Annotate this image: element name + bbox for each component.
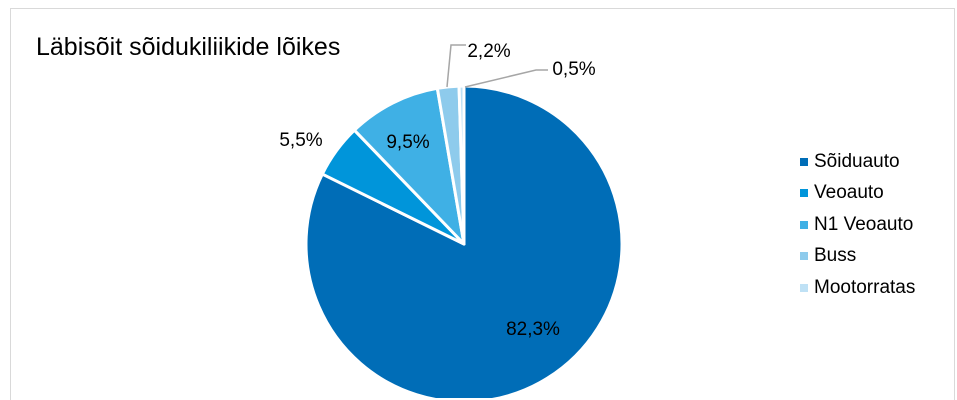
chart-area	[10, 8, 955, 400]
legend-label: Buss	[814, 245, 857, 267]
data-labels: 82,3% 5,5% 9,5% 2,2% 0,5%	[279, 41, 595, 340]
legend-swatch	[800, 252, 808, 261]
pie-slice-mootorratas	[457, 84, 466, 246]
data-label-buss: 2,2%	[467, 41, 510, 62]
leader-line-buss	[446, 44, 466, 88]
legend: Sõiduauto Veoauto N1 Veoauto Buss Mootor…	[800, 146, 915, 304]
legend-item-buss: Buss	[800, 241, 915, 273]
chart-title: Läbisõit sõidukiliikide lõikes	[36, 33, 341, 61]
legend-swatch	[800, 283, 808, 292]
legend-swatch	[800, 189, 808, 198]
legend-item-n1-veoauto: N1 Veoauto	[800, 209, 915, 241]
legend-item-soiduauto: Sõiduauto	[800, 146, 915, 178]
leader-lines	[446, 44, 548, 88]
data-label-mootorratas: 0,5%	[552, 59, 595, 80]
legend-swatch	[800, 157, 808, 166]
data-label-n1-veoauto: 9,5%	[386, 132, 429, 153]
legend-item-mootorratas: Mootorratas	[800, 272, 915, 304]
legend-label: Veoauto	[814, 182, 884, 204]
legend-swatch	[800, 220, 808, 229]
legend-label: N1 Veoauto	[814, 213, 914, 235]
legend-label: Mootorratas	[814, 276, 916, 298]
pie-slices	[304, 84, 624, 398]
pie-slice-soiduauto	[304, 84, 624, 398]
data-label-soiduauto: 82,3%	[506, 319, 560, 340]
legend-item-veoauto: Veoauto	[800, 178, 915, 210]
legend-label: Sõiduauto	[814, 150, 900, 172]
pie-slice-n1-veoauto	[352, 86, 466, 246]
data-label-veoauto: 5,5%	[279, 130, 322, 151]
leader-line-mootorratas	[464, 69, 548, 88]
